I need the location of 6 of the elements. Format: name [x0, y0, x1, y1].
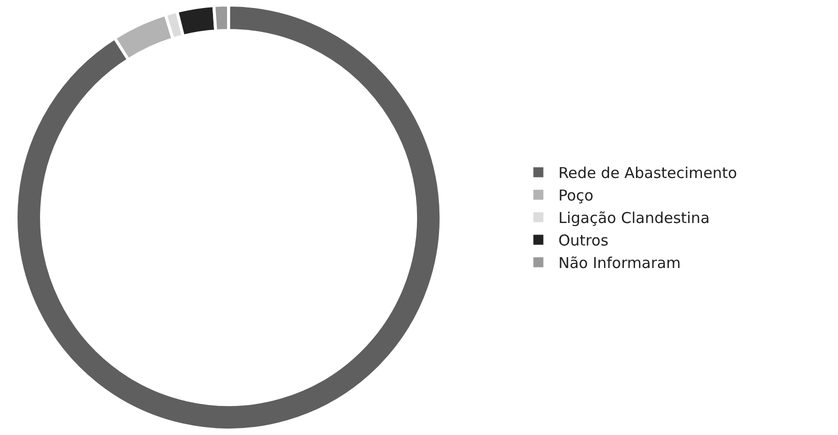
legend-label: Outros: [558, 232, 609, 250]
legend-label: Não Informaram: [558, 254, 681, 272]
donut-slice: [14, 4, 443, 432]
legend-label: Ligação Clandestina: [558, 209, 710, 228]
legend-label: Rede de Abastecimento: [558, 164, 738, 182]
legend-label: Poço: [558, 186, 594, 205]
